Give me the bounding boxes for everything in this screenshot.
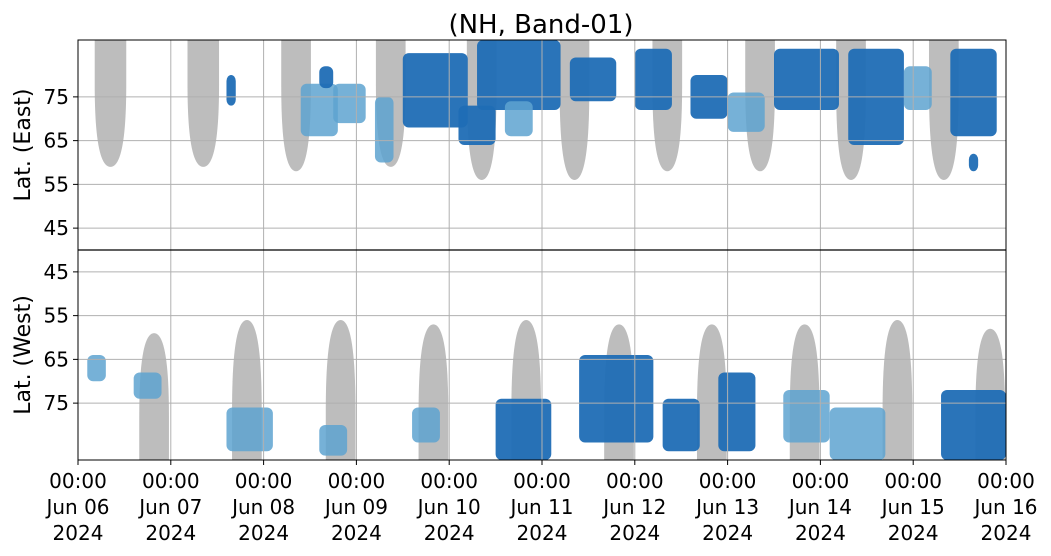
- activity-blob-west-20: [226, 407, 273, 452]
- activity-blob-east-0: [226, 75, 236, 106]
- activity-blob-west-29: [941, 390, 1006, 460]
- activity-blob-east-4: [402, 53, 468, 128]
- activity-blob-west-18: [87, 355, 106, 382]
- x-tick-date-4: Jun 10: [416, 495, 481, 519]
- activity-blob-west-24: [579, 355, 654, 443]
- x-tick-year-9: 2024: [888, 521, 939, 545]
- activity-blob-east-15: [903, 66, 932, 110]
- x-tick-year-2: 2024: [238, 521, 289, 545]
- no-coverage-region-east-2: [281, 40, 311, 172]
- x-tick-time-4: 00:00: [420, 469, 478, 493]
- activity-blob-west-22: [412, 407, 440, 443]
- x-tick-time-1: 00:00: [142, 469, 200, 493]
- y-tick-label-west-55: 55: [44, 304, 69, 328]
- y-axis-label-east: Lat. (East): [11, 89, 36, 202]
- activity-blob-east-1: [300, 83, 338, 137]
- activity-blob-west-27: [783, 390, 830, 443]
- x-tick-date-3: Jun 09: [323, 495, 388, 519]
- x-tick-year-4: 2024: [424, 521, 475, 545]
- no-coverage-region-east-1: [187, 40, 220, 167]
- x-tick-time-6: 00:00: [606, 469, 664, 493]
- activity-blob-west-23: [495, 398, 552, 460]
- activity-blob-west-25: [662, 398, 700, 452]
- x-tick-year-7: 2024: [702, 521, 753, 545]
- x-tick-time-3: 00:00: [328, 469, 386, 493]
- x-tick-time-10: 00:00: [977, 469, 1035, 493]
- activity-blob-east-6: [458, 105, 496, 145]
- x-tick-time-9: 00:00: [884, 469, 942, 493]
- activity-blob-east-16: [950, 48, 997, 137]
- x-tick-time-5: 00:00: [513, 469, 571, 493]
- y-tick-label-east-65: 65: [44, 129, 69, 153]
- y-tick-label-east-75: 75: [44, 85, 69, 109]
- x-tick-date-0: Jun 06: [44, 495, 109, 519]
- no-coverage-region-east-0: [94, 40, 127, 167]
- x-tick-date-6: Jun 12: [601, 495, 666, 519]
- x-tick-time-2: 00:00: [235, 469, 293, 493]
- x-tick-year-0: 2024: [53, 521, 104, 545]
- x-tick-year-5: 2024: [517, 521, 568, 545]
- x-tick-year-1: 2024: [145, 521, 196, 545]
- x-tick-year-3: 2024: [331, 521, 382, 545]
- y-tick-label-east-55: 55: [44, 172, 69, 196]
- x-tick-date-10: Jun 16: [972, 495, 1037, 519]
- x-tick-date-5: Jun 11: [508, 495, 573, 519]
- x-tick-year-6: 2024: [609, 521, 660, 545]
- chart-title: (NH, Band-01): [448, 10, 633, 40]
- x-tick-year-8: 2024: [795, 521, 846, 545]
- y-tick-label-west-75: 75: [44, 391, 69, 415]
- activity-blob-west-28: [829, 407, 886, 460]
- activity-blob-west-26: [718, 372, 756, 452]
- x-tick-time-0: 00:00: [49, 469, 107, 493]
- x-tick-date-8: Jun 14: [787, 495, 852, 519]
- x-tick-year-10: 2024: [981, 521, 1032, 545]
- x-tick-date-7: Jun 13: [694, 495, 759, 519]
- y-tick-labels: 45 55 65 75 45 55 65 75: [44, 85, 78, 415]
- y-axis-label-west: Lat. (West): [11, 295, 36, 415]
- activity-blob-east-17: [968, 153, 979, 172]
- x-tick-date-2: Jun 08: [230, 495, 295, 519]
- no-coverage-region-west-18: [882, 320, 913, 460]
- activity-blob-east-9: [569, 57, 617, 102]
- activity-blob-east-3: [333, 83, 366, 124]
- activity-blob-east-12: [727, 92, 765, 132]
- x-tick-time-8: 00:00: [792, 469, 850, 493]
- activity-blob-east-5: [374, 96, 394, 163]
- activity-blob-west-21: [319, 425, 348, 456]
- y-tick-label-west-65: 65: [44, 347, 69, 371]
- activity-blob-east-7: [477, 40, 561, 110]
- activity-blob-east-2: [319, 66, 334, 89]
- x-tick-date-1: Jun 07: [137, 495, 202, 519]
- y-tick-label-east-45: 45: [44, 216, 69, 240]
- activity-blob-east-8: [504, 101, 533, 137]
- activity-blob-east-13: [774, 48, 839, 110]
- x-tick-date-9: Jun 15: [880, 495, 945, 519]
- y-tick-label-west-45: 45: [44, 260, 69, 284]
- activity-blob-east-10: [634, 48, 672, 110]
- activity-blob-west-19: [133, 372, 162, 399]
- x-tick-time-7: 00:00: [699, 469, 757, 493]
